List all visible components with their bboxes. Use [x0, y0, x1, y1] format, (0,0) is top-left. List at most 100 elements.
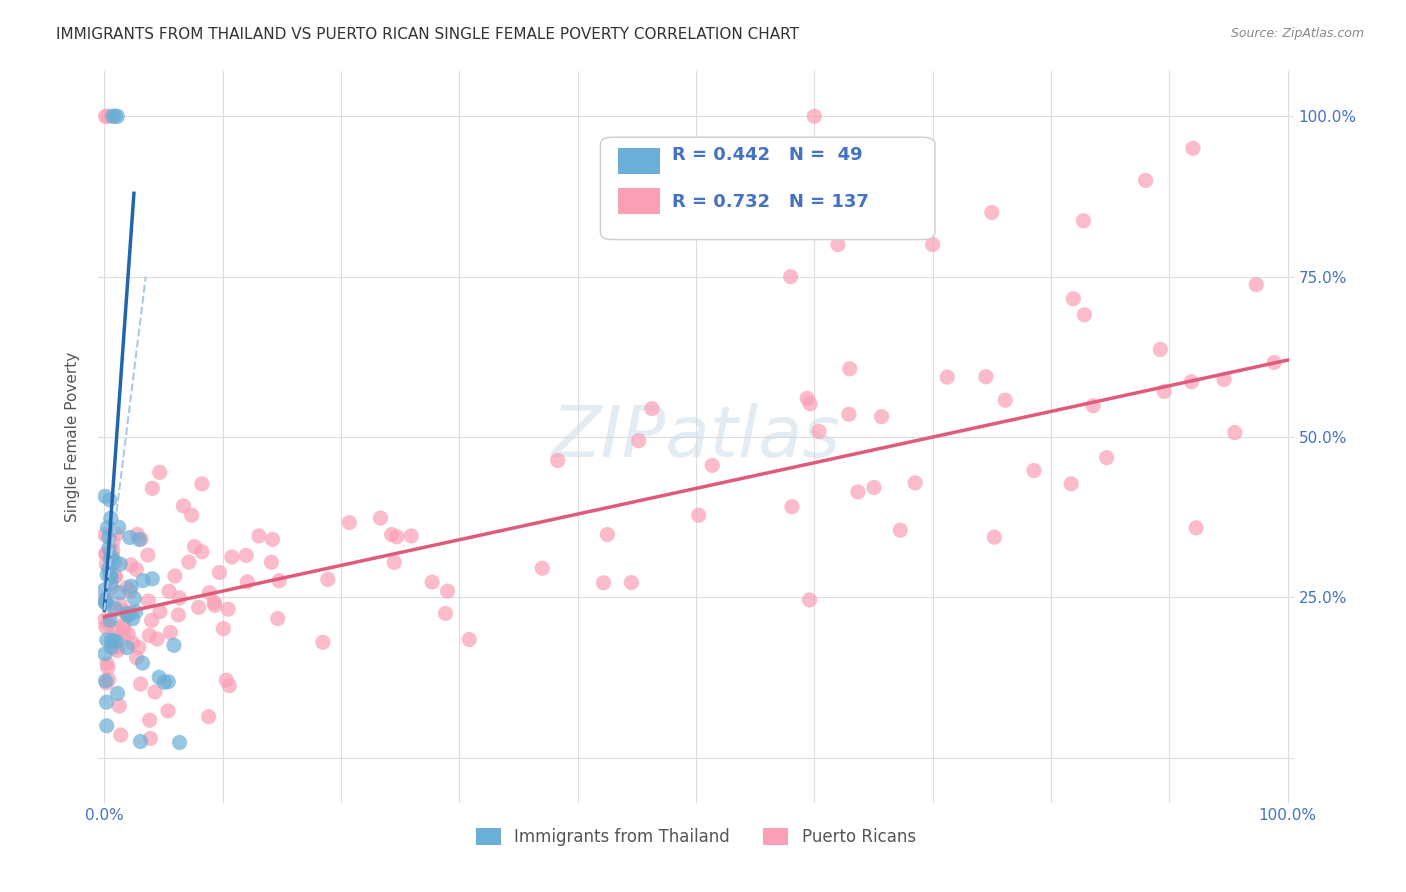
Puerto Ricans [129, 677, 152, 691]
Puerto Ricans [1073, 308, 1095, 322]
FancyBboxPatch shape [600, 137, 935, 240]
Puerto Ricans [129, 533, 152, 547]
Puerto Ricans [1135, 173, 1157, 187]
Immigrants from Thailand [104, 109, 127, 123]
Puerto Ricans [889, 523, 911, 537]
Puerto Ricans [177, 555, 200, 569]
Puerto Ricans [149, 465, 172, 479]
Puerto Ricans [94, 613, 117, 627]
Puerto Ricans [94, 592, 117, 607]
Immigrants from Thailand [96, 632, 118, 647]
Immigrants from Thailand [104, 555, 127, 569]
Puerto Ricans [1263, 355, 1285, 369]
Puerto Ricans [101, 548, 124, 562]
Puerto Ricans [187, 600, 209, 615]
Immigrants from Thailand [115, 640, 138, 655]
Puerto Ricans [97, 109, 120, 123]
Puerto Ricans [104, 569, 127, 583]
Puerto Ricans [994, 393, 1017, 408]
Text: R = 0.442   N =  49: R = 0.442 N = 49 [672, 146, 863, 164]
Puerto Ricans [96, 558, 118, 572]
Puerto Ricans [149, 605, 172, 619]
Puerto Ricans [97, 673, 120, 687]
Immigrants from Thailand [104, 601, 127, 615]
Puerto Ricans [183, 540, 205, 554]
Immigrants from Thailand [125, 605, 148, 619]
Puerto Ricans [547, 453, 569, 467]
Immigrants from Thailand [94, 647, 117, 661]
Immigrants from Thailand [148, 670, 170, 684]
Immigrants from Thailand [110, 557, 132, 571]
Puerto Ricans [247, 529, 270, 543]
Puerto Ricans [799, 397, 821, 411]
Immigrants from Thailand [98, 492, 121, 507]
Puerto Ricans [1060, 476, 1083, 491]
Puerto Ricans [262, 533, 284, 547]
Puerto Ricans [94, 528, 117, 542]
Immigrants from Thailand [98, 551, 121, 566]
Immigrants from Thailand [96, 520, 118, 534]
Puerto Ricans [104, 603, 127, 617]
Puerto Ricans [702, 458, 724, 473]
Puerto Ricans [136, 548, 159, 562]
Puerto Ricans [316, 573, 339, 587]
Legend: Immigrants from Thailand, Puerto Ricans: Immigrants from Thailand, Puerto Ricans [470, 822, 922, 853]
Immigrants from Thailand [124, 591, 146, 606]
Immigrants from Thailand [129, 734, 152, 748]
Puerto Ricans [167, 607, 190, 622]
Puerto Ricans [105, 527, 128, 541]
Puerto Ricans [172, 499, 194, 513]
Puerto Ricans [1022, 464, 1045, 478]
Puerto Ricans [128, 640, 150, 655]
Bar [619, 148, 661, 174]
Immigrants from Thailand [121, 612, 143, 626]
Puerto Ricans [531, 561, 554, 575]
Puerto Ricans [141, 614, 163, 628]
Immigrants from Thailand [94, 673, 117, 688]
Immigrants from Thailand [153, 675, 176, 690]
Puerto Ricans [157, 584, 180, 599]
Puerto Ricans [1073, 214, 1095, 228]
Puerto Ricans [799, 593, 821, 607]
Puerto Ricans [180, 508, 202, 523]
Puerto Ricans [120, 605, 142, 619]
Immigrants from Thailand [101, 109, 124, 123]
Puerto Ricans [260, 555, 283, 569]
Immigrants from Thailand [94, 489, 117, 503]
Text: R = 0.732   N = 137: R = 0.732 N = 137 [672, 193, 869, 211]
Immigrants from Thailand [101, 633, 124, 648]
Puerto Ricans [156, 704, 179, 718]
Puerto Ricans [641, 401, 664, 416]
Puerto Ricans [198, 585, 221, 599]
Puerto Ricans [121, 636, 143, 650]
Puerto Ricans [1244, 277, 1267, 292]
Puerto Ricans [870, 409, 893, 424]
Immigrants from Thailand [107, 686, 129, 700]
Puerto Ricans [399, 529, 422, 543]
Puerto Ricans [434, 607, 457, 621]
Puerto Ricans [312, 635, 335, 649]
Puerto Ricans [215, 673, 238, 688]
Puerto Ricans [97, 617, 120, 632]
Puerto Ricans [120, 584, 142, 599]
Puerto Ricans [370, 511, 392, 525]
Puerto Ricans [138, 628, 160, 642]
Puerto Ricans [236, 574, 259, 589]
Puerto Ricans [218, 679, 240, 693]
Puerto Ricans [235, 549, 257, 563]
Immigrants from Thailand [96, 719, 118, 733]
Immigrants from Thailand [118, 531, 141, 545]
Puerto Ricans [974, 369, 997, 384]
Puerto Ricans [112, 620, 135, 634]
Immigrants from Thailand [101, 633, 124, 648]
Immigrants from Thailand [163, 638, 186, 652]
Puerto Ricans [108, 698, 131, 713]
Puerto Ricans [96, 657, 118, 671]
Puerto Ricans [921, 237, 943, 252]
Puerto Ricans [620, 575, 643, 590]
Puerto Ricans [269, 574, 291, 588]
Puerto Ricans [796, 392, 818, 406]
Immigrants from Thailand [98, 613, 121, 627]
Immigrants from Thailand [141, 572, 163, 586]
Puerto Ricans [1181, 141, 1204, 155]
